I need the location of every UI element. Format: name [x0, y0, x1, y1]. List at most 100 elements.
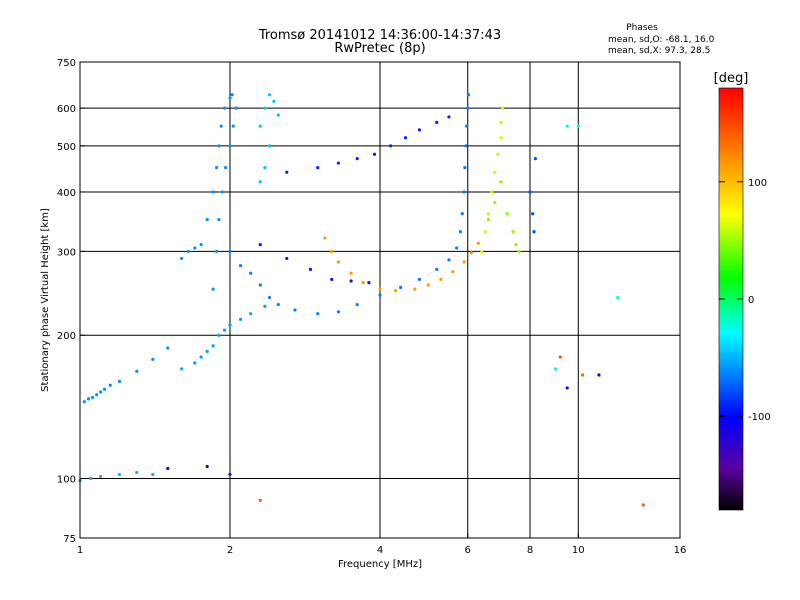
scatter-point [249, 312, 253, 316]
scatter-point [499, 120, 503, 124]
scatter-point [186, 249, 190, 254]
scatter-point [231, 124, 235, 128]
scatter-point [460, 212, 464, 216]
scatter-point [499, 180, 503, 184]
phase-stats-x: mean, sd,X: 97.3, 28.5 [608, 46, 710, 56]
scatter-point [462, 190, 466, 194]
chart-subtitle: RwPretec (8p) [334, 41, 425, 56]
x-tick-label: 16 [674, 545, 687, 556]
scatter-point [417, 128, 422, 132]
scatter-point [215, 166, 219, 170]
scatter-point [462, 260, 466, 264]
colorbar-label: [deg] [714, 71, 749, 86]
scatter-point [117, 472, 122, 477]
grid-lines [80, 62, 680, 538]
scatter-point [417, 277, 422, 282]
scatter-point [263, 106, 267, 110]
scatter-point [228, 144, 232, 148]
scatter-points [78, 93, 645, 507]
scatter-point [511, 230, 515, 234]
scatter-point [88, 476, 93, 481]
scatter-point [267, 144, 272, 148]
scatter-point [576, 124, 580, 128]
scatter-point [228, 96, 232, 100]
scatter-point [349, 271, 353, 275]
scatter-point [463, 166, 467, 170]
scatter-point [532, 230, 536, 234]
scatter-point [464, 144, 468, 148]
scatter-point [505, 212, 509, 216]
y-tick-label: 200 [57, 331, 76, 342]
scatter-point [455, 246, 459, 250]
scatter-point [413, 287, 417, 291]
scatter-point [228, 472, 232, 477]
scatter-point [99, 390, 103, 394]
scatter-point [501, 106, 505, 110]
scatter-point [558, 355, 562, 359]
scatter-point [151, 357, 155, 361]
scatter-point [565, 124, 569, 128]
scatter-point [293, 308, 297, 312]
x-tick-label: 8 [527, 545, 533, 556]
scatter-point [180, 367, 184, 371]
y-tick-label: 500 [57, 142, 76, 153]
scatter-point [378, 293, 382, 297]
scatter-point [258, 498, 262, 502]
scatter-point [465, 124, 469, 128]
scatter-point [180, 256, 184, 261]
scatter-point [641, 503, 645, 507]
scatter-point [580, 373, 585, 377]
scatter-point [403, 136, 408, 140]
scatter-point [451, 270, 455, 274]
scatter-point [388, 144, 393, 148]
colorbar-ticks: 100 0 -100 [719, 178, 771, 423]
scatter-point [238, 264, 243, 268]
scatter-point [222, 106, 227, 110]
x-axis-ticks: 1 2 4 6 8 10 16 [77, 533, 687, 556]
scatter-point [528, 190, 532, 194]
y-tick-label: 75 [63, 534, 76, 545]
scatter-point [308, 267, 313, 272]
y-tick-label: 400 [57, 188, 76, 199]
scatter-point [531, 212, 535, 216]
scatter-point [285, 170, 289, 174]
scatter-point [439, 277, 443, 282]
scatter-point [199, 355, 203, 359]
scatter-point [361, 280, 365, 285]
scatter-point [355, 157, 359, 161]
scatter-point [267, 93, 272, 97]
scatter-point [258, 124, 262, 128]
scatter-point [86, 397, 91, 401]
x-tick-label: 10 [572, 545, 585, 556]
scatter-point [117, 379, 122, 383]
scatter-point [486, 217, 490, 222]
scatter-point [493, 200, 497, 205]
scatter-point [151, 472, 155, 477]
chart-title: Tromsø 20141012 14:36:00-14:37:43 [258, 28, 501, 43]
colorbar-tick-label: 100 [748, 178, 767, 189]
scatter-point [220, 190, 224, 194]
scatter-point [616, 295, 620, 300]
scatter-point [447, 258, 451, 262]
x-tick-label: 6 [465, 545, 471, 556]
scatter-point [272, 99, 276, 103]
scatter-point [466, 106, 470, 110]
scatter-point [205, 464, 209, 469]
y-tick-label: 600 [57, 104, 76, 115]
scatter-point [499, 136, 503, 140]
scatter-point [466, 93, 471, 97]
scatter-point [217, 333, 221, 337]
scatter-point [355, 302, 359, 307]
y-tick-label: 750 [57, 58, 76, 69]
scatter-point [95, 393, 99, 397]
scatter-point [193, 246, 197, 250]
scatter-point [517, 249, 521, 254]
scatter-point [228, 323, 232, 327]
scatter-point [99, 474, 103, 479]
scatter-point [230, 93, 234, 97]
scatter-point [217, 217, 221, 222]
scatter-point [458, 230, 463, 234]
scatter-point [205, 217, 209, 222]
scatter-point [135, 470, 139, 475]
